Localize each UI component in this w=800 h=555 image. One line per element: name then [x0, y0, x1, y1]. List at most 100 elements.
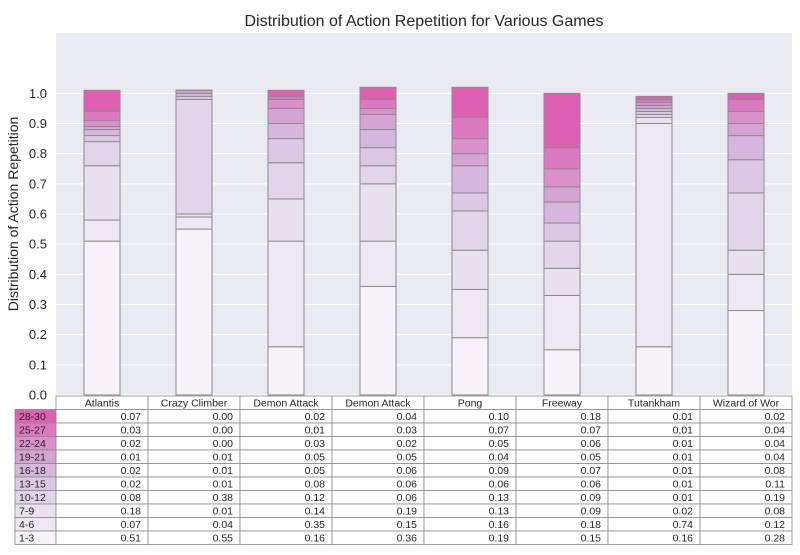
bar-segment — [268, 163, 304, 199]
bar-segment — [268, 199, 304, 241]
data-label: 0.06 — [397, 465, 418, 477]
bar-segment — [728, 111, 764, 123]
data-label: 0.15 — [581, 533, 602, 545]
data-label: 0.09 — [581, 506, 602, 518]
data-label: 0.00 — [213, 411, 234, 423]
chart-title: Distribution of Action Repetition for Va… — [245, 13, 604, 30]
data-label: 0.02 — [673, 506, 694, 518]
bar-segment — [636, 124, 672, 347]
bar-segment — [452, 338, 488, 395]
bar-segment — [728, 93, 764, 99]
bar-segment — [728, 99, 764, 111]
data-label: 0.15 — [397, 519, 418, 531]
data-label: 0.06 — [581, 438, 602, 450]
bar-segment — [84, 220, 120, 241]
legend-label: 4-6 — [19, 519, 34, 531]
data-label: 0.19 — [489, 533, 510, 545]
y-tick-label: 0.9 — [29, 116, 47, 131]
data-label: 0.08 — [305, 479, 326, 491]
y-tick-label: 0.3 — [29, 297, 47, 312]
data-label: 0.08 — [765, 465, 786, 477]
data-label: 0.06 — [397, 479, 418, 491]
data-label: 0.00 — [213, 438, 234, 450]
bar-segment — [452, 117, 488, 138]
data-label: 0.01 — [673, 452, 694, 464]
data-label: 0.01 — [305, 425, 326, 437]
bar-segment — [268, 124, 304, 139]
bar-segment — [268, 108, 304, 123]
bar-segment — [360, 184, 396, 241]
data-label: 0.02 — [121, 438, 142, 450]
x-category-label: Pong — [458, 398, 483, 410]
bar-segment — [360, 108, 396, 114]
data-label: 0.05 — [305, 452, 326, 464]
data-label: 0.01 — [213, 452, 234, 464]
data-label: 0.02 — [397, 438, 418, 450]
bar-segment — [452, 154, 488, 166]
data-label: 0.01 — [121, 452, 142, 464]
data-label: 0.12 — [305, 492, 326, 504]
data-label: 0.04 — [213, 519, 234, 531]
data-label: 0.11 — [765, 479, 785, 491]
legend-label: 10-12 — [19, 492, 46, 504]
data-label: 0.19 — [765, 492, 786, 504]
legend-label: 28-30 — [19, 411, 46, 423]
bar-segment — [728, 160, 764, 193]
data-label: 0.18 — [581, 519, 602, 531]
data-label: 0.07 — [581, 465, 602, 477]
bar-segment — [268, 99, 304, 108]
data-label: 0.05 — [489, 438, 510, 450]
data-label: 0.01 — [213, 506, 234, 518]
data-label: 0.35 — [305, 519, 326, 531]
bar-segment — [360, 166, 396, 184]
bar-segment — [728, 311, 764, 395]
bar-segment — [636, 117, 672, 123]
bar-segment — [544, 241, 580, 268]
data-label: 0.05 — [581, 452, 602, 464]
x-category-label: Demon Attack — [345, 398, 411, 410]
bar-segment — [176, 217, 212, 229]
data-label: 0.04 — [765, 438, 786, 450]
data-label: 0.16 — [305, 533, 326, 545]
data-label: 0.16 — [673, 533, 694, 545]
bar-segment — [360, 286, 396, 395]
data-label: 0.36 — [397, 533, 418, 545]
data-label: 0.05 — [397, 452, 418, 464]
bar-segment — [728, 193, 764, 250]
bar-segment — [544, 223, 580, 241]
bar-segment — [544, 93, 580, 147]
data-label: 0.07 — [489, 425, 510, 437]
legend-label: 25-27 — [19, 425, 46, 437]
data-label: 0.13 — [489, 506, 510, 518]
data-label: 0.02 — [121, 465, 142, 477]
data-label: 0.00 — [213, 425, 234, 437]
bar-segment — [84, 136, 120, 142]
legend-label: 22-24 — [19, 438, 46, 450]
bar-segment — [360, 87, 396, 99]
bar-segment — [728, 136, 764, 160]
data-label: 0.55 — [213, 533, 234, 545]
legend-label: 16-18 — [19, 465, 46, 477]
bar-segment — [84, 166, 120, 220]
data-label: 0.01 — [673, 425, 694, 437]
bar-segment — [636, 347, 672, 395]
bar-segment — [452, 211, 488, 250]
bar-segment — [268, 347, 304, 395]
data-label: 0.01 — [673, 479, 694, 491]
data-label: 0.08 — [765, 506, 786, 518]
bar-segment — [728, 274, 764, 310]
bar-segment — [544, 202, 580, 223]
bar-segment — [84, 120, 120, 126]
data-label: 0.09 — [581, 492, 602, 504]
bar-segment — [544, 268, 580, 295]
data-label: 0.04 — [765, 425, 786, 437]
bar-segment — [176, 99, 212, 214]
data-label: 0.04 — [765, 452, 786, 464]
x-category-label: Atlantis — [85, 398, 119, 410]
data-label: 0.12 — [765, 519, 786, 531]
bar-segment — [360, 130, 396, 148]
data-label: 0.28 — [765, 533, 786, 545]
y-tick-label: 1.0 — [29, 86, 47, 101]
